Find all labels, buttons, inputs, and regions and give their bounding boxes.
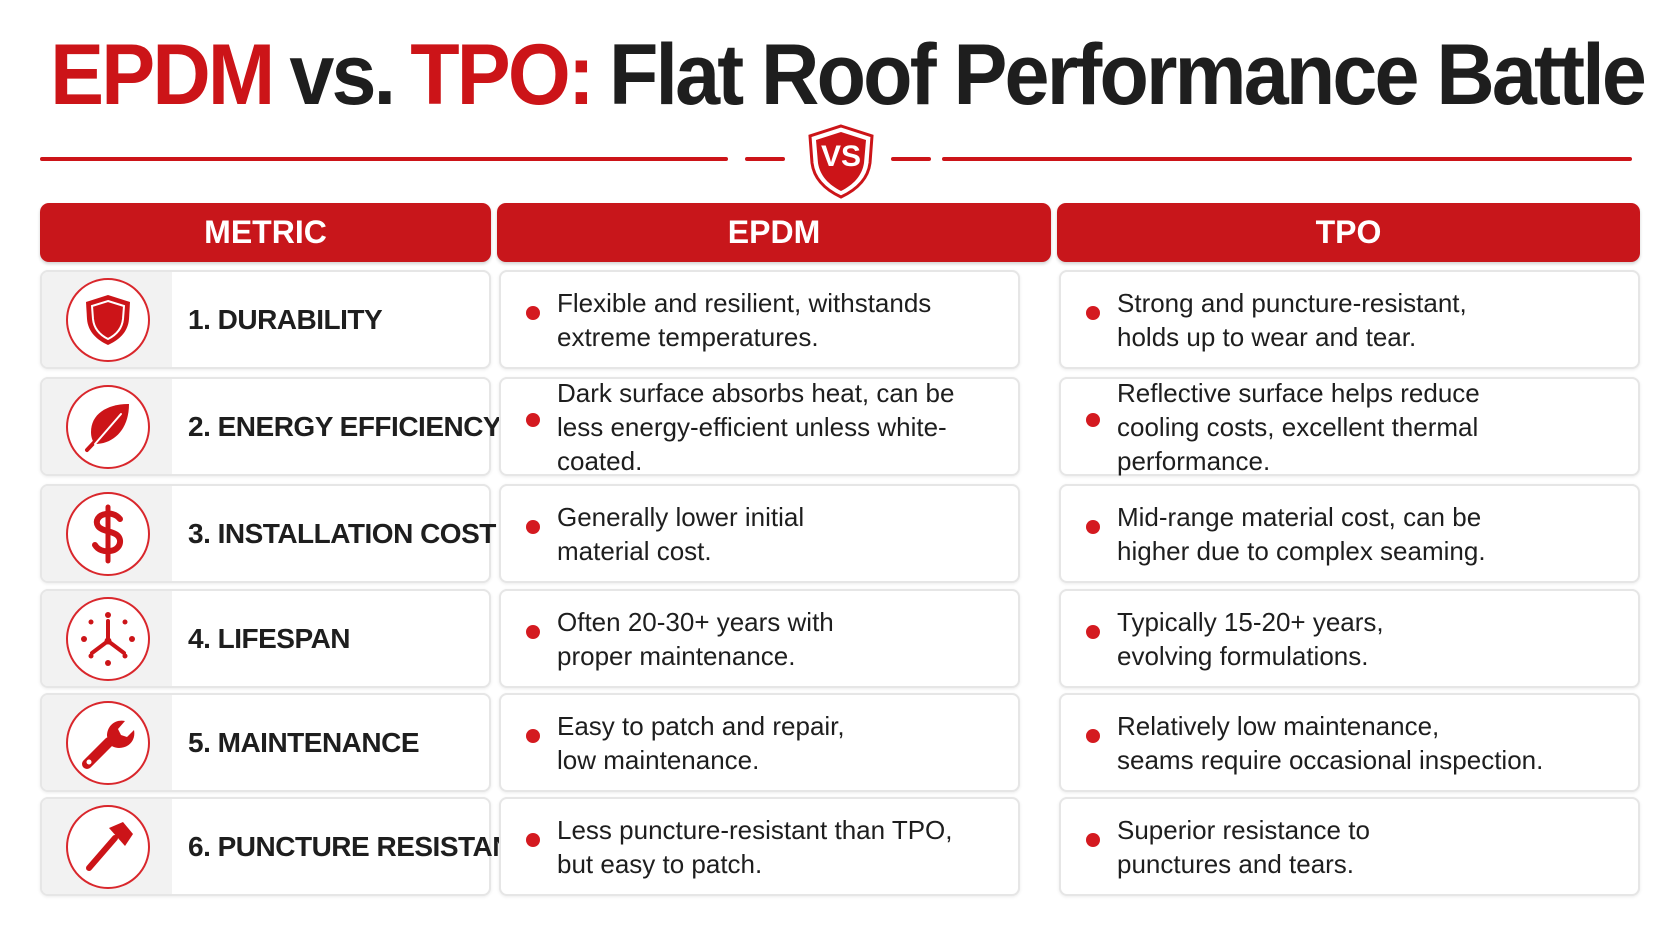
epdm-description: Dark surface absorbs heat, can be less e… [557,377,955,476]
vs-shield-icon [808,124,874,199]
metric-cell: 1. DURABILITY [40,270,491,369]
table-row: 2. ENERGY EFFICIENCY Dark surface absorb… [40,377,1640,476]
epdm-cell: Dark surface absorbs heat, can be less e… [499,377,1020,476]
shield-icon [66,278,150,362]
epdm-cell: Generally lower initial material cost. [499,484,1020,583]
metric-cell: 3. INSTALLATION COST [40,484,496,583]
tpo-cell: Typically 15-20+ years, evolving formula… [1059,589,1640,688]
metric-label: 1. DURABILITY [188,304,383,335]
title-subtitle: Flat Roof Performance Battle [608,27,1647,123]
epdm-cell: Flexible and resilient, withstands extre… [499,270,1020,369]
table-row: 4. LIFESPAN Often 20-30+ years with prop… [40,589,1640,688]
table-row: 6. PUNCTURE RESISTANCE Less puncture-res… [40,797,1640,896]
epdm-cell: Less puncture-resistant than TPO, but ea… [499,797,1020,896]
epdm-description: Often 20-30+ years with proper maintenan… [557,606,834,671]
metric-cell: 4. LIFESPAN [40,589,491,688]
metric-label: 5. MAINTENANCE [188,727,420,758]
metric-label: 3. INSTALLATION COST [188,518,496,549]
divider-left-short [745,157,785,161]
table-row: 5. MAINTENANCE Easy to patch and repair,… [40,693,1640,792]
tpo-description: Relatively low maintenance, seams requir… [1117,710,1544,775]
table-row: 1. DURABILITY Flexible and resilient, wi… [40,270,1640,369]
tpo-cell: Superior resistance to punctures and tea… [1059,797,1640,896]
metric-label: 4. LIFESPAN [188,623,351,654]
tpo-cell: Strong and puncture-resistant, holds up … [1059,270,1640,369]
tpo-cell: Relatively low maintenance, seams requir… [1059,693,1640,792]
metric-cell: 6. PUNCTURE RESISTANCE [40,797,550,896]
epdm-cell: Easy to patch and repair, low maintenanc… [499,693,1020,792]
epdm-description: Generally lower initial material cost. [557,501,805,566]
divider-right-long [942,157,1632,161]
vs-badge-label: VS [820,140,862,173]
tpo-description: Superior resistance to punctures and tea… [1117,814,1370,879]
tpo-description: Reflective surface helps reduce cooling … [1117,377,1480,476]
metric-label: 6. PUNCTURE RESISTANCE [188,831,550,862]
header-tpo: TPO [1057,203,1640,262]
epdm-description: Less puncture-resistant than TPO, but ea… [557,814,953,879]
title-tpo: TPO: [410,27,595,123]
clock-icon [66,597,150,681]
epdm-description: Flexible and resilient, withstands extre… [557,287,932,352]
tpo-cell: Mid-range material cost, can be higher d… [1059,484,1640,583]
divider-right-short [891,157,931,161]
metric-cell: 2. ENERGY EFFICIENCY [40,377,502,476]
tpo-cell: Reflective surface helps reduce cooling … [1059,377,1640,476]
leaf-icon [66,385,150,469]
tpo-description: Mid-range material cost, can be higher d… [1117,501,1486,566]
title-epdm: EPDM [50,27,275,123]
epdm-description: Easy to patch and repair, low maintenanc… [557,710,845,775]
header-metric: METRIC [40,203,491,262]
table-row: 3. INSTALLATION COST Generally lower ini… [40,484,1640,583]
hammer-icon [66,805,150,889]
dollar-icon [66,492,150,576]
metric-cell: 5. MAINTENANCE [40,693,491,792]
metric-label: 2. ENERGY EFFICIENCY [188,411,502,442]
divider-left-long [40,157,728,161]
epdm-cell: Often 20-30+ years with proper maintenan… [499,589,1020,688]
page-title: EPDM vs. TPO: Flat Roof Performance Battle [50,20,1647,130]
title-vs: vs. [289,27,396,123]
wrench-icon [66,701,150,785]
tpo-description: Typically 15-20+ years, evolving formula… [1117,606,1384,671]
header-epdm: EPDM [497,203,1051,262]
tpo-description: Strong and puncture-resistant, holds up … [1117,287,1467,352]
